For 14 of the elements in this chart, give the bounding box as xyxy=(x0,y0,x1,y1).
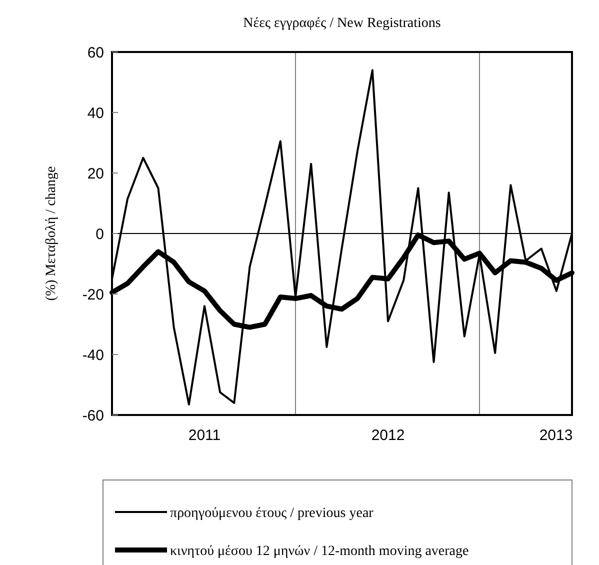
y-tick-label: -60 xyxy=(82,407,104,424)
y-tick-label: 20 xyxy=(87,165,104,182)
chart-title: Νέες εγγραφές / New Registrations xyxy=(243,16,441,31)
y-tick-label: 0 xyxy=(96,226,104,243)
x-tick-label: 2012 xyxy=(371,427,405,444)
y-axis-title: (%) Μεταβολή / change xyxy=(44,166,59,301)
y-tick-label: 40 xyxy=(87,104,104,122)
x-tick-label: 2011 xyxy=(188,427,221,444)
x-tick-label: 2013 xyxy=(539,427,573,444)
y-tick-label: 60 xyxy=(87,44,104,62)
y-tick-label: -20 xyxy=(82,286,104,304)
legend-label: κινητού μέσου 12 μηνών / 12-month moving average xyxy=(170,544,469,559)
legend-label: προηγούμενου έτους / previous year xyxy=(170,506,374,521)
y-tick-label: -40 xyxy=(82,346,104,364)
